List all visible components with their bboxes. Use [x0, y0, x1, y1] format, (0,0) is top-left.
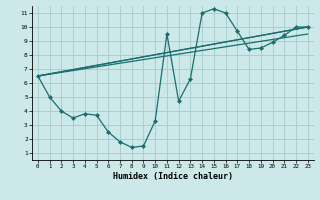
X-axis label: Humidex (Indice chaleur): Humidex (Indice chaleur) — [113, 172, 233, 181]
